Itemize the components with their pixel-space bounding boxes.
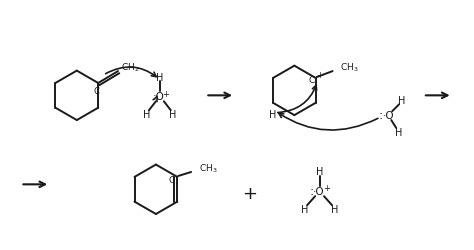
Text: C: C	[93, 87, 99, 96]
Text: H: H	[331, 205, 338, 215]
Text: ·O: ·O	[313, 187, 325, 197]
Text: C: C	[168, 176, 174, 185]
Text: CH$_3$: CH$_3$	[199, 163, 218, 175]
Text: H: H	[394, 128, 402, 138]
Text: :: :	[378, 108, 383, 122]
Text: :: :	[309, 185, 313, 198]
Text: +: +	[163, 90, 169, 99]
Text: +: +	[242, 185, 257, 203]
Text: H: H	[169, 110, 176, 120]
Text: H: H	[316, 168, 324, 177]
Text: H: H	[269, 110, 277, 120]
Text: H: H	[143, 110, 151, 120]
Text: ·O: ·O	[383, 111, 394, 121]
Text: CH$_2$: CH$_2$	[121, 62, 139, 74]
Text: +: +	[324, 184, 330, 193]
Text: H: H	[301, 205, 308, 215]
Text: H: H	[399, 96, 406, 106]
Text: +: +	[316, 70, 323, 80]
Text: :O: :O	[153, 92, 165, 102]
Text: C: C	[309, 76, 315, 84]
Text: CH$_3$: CH$_3$	[340, 62, 359, 74]
Text: H: H	[156, 72, 164, 83]
